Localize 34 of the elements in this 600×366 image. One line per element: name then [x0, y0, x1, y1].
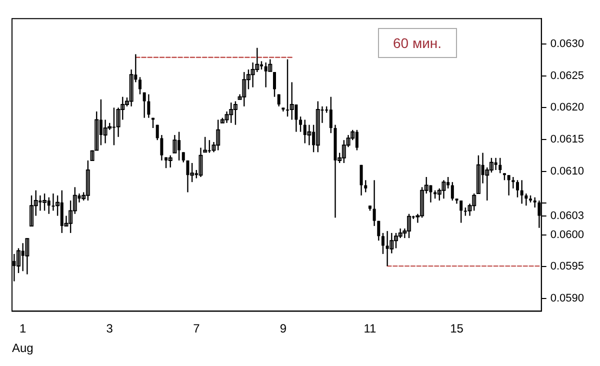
candlestick	[489, 157, 494, 174]
candlestick	[216, 119, 220, 151]
candlestick	[172, 134, 177, 154]
x-tick-label: 3	[106, 322, 114, 336]
y-tick-label: 0.0600	[550, 228, 584, 241]
candlestick	[168, 154, 172, 168]
x-tick-label: 15	[450, 322, 464, 336]
candlestick	[86, 160, 90, 202]
x-tick-label: 9	[280, 322, 287, 336]
y-tick-label: 0.0615	[550, 133, 584, 146]
y-tick-label: 0.0630	[550, 38, 584, 50]
candlestick	[442, 180, 446, 200]
y-tick-label: 0.0590	[550, 292, 584, 305]
y-tick-label: 0.0625	[550, 70, 584, 82]
candlestick	[233, 100, 238, 126]
candlestick	[398, 228, 402, 239]
y-tick-label: 0.0610	[550, 165, 584, 178]
candlestick	[316, 100, 320, 153]
candlestick	[25, 237, 30, 275]
candlestick	[198, 147, 203, 178]
text: 60 мин.	[378, 28, 457, 58]
y-tick-label: 0.0603	[550, 210, 584, 222]
x-tick-label: 11	[364, 322, 377, 336]
y-tick-label: 0.0595	[550, 260, 584, 273]
x-axis-title: Aug	[12, 341, 34, 356]
candlestick	[103, 119, 108, 144]
candlestick	[42, 192, 47, 212]
candlestick	[229, 102, 234, 124]
x-tick-label: 7	[193, 322, 200, 336]
candlestick	[476, 154, 480, 194]
candlestick	[242, 71, 246, 107]
candlestick	[30, 194, 34, 227]
x-tick-label: 1	[20, 322, 27, 336]
y-tick-label: 0.0620	[550, 102, 584, 114]
